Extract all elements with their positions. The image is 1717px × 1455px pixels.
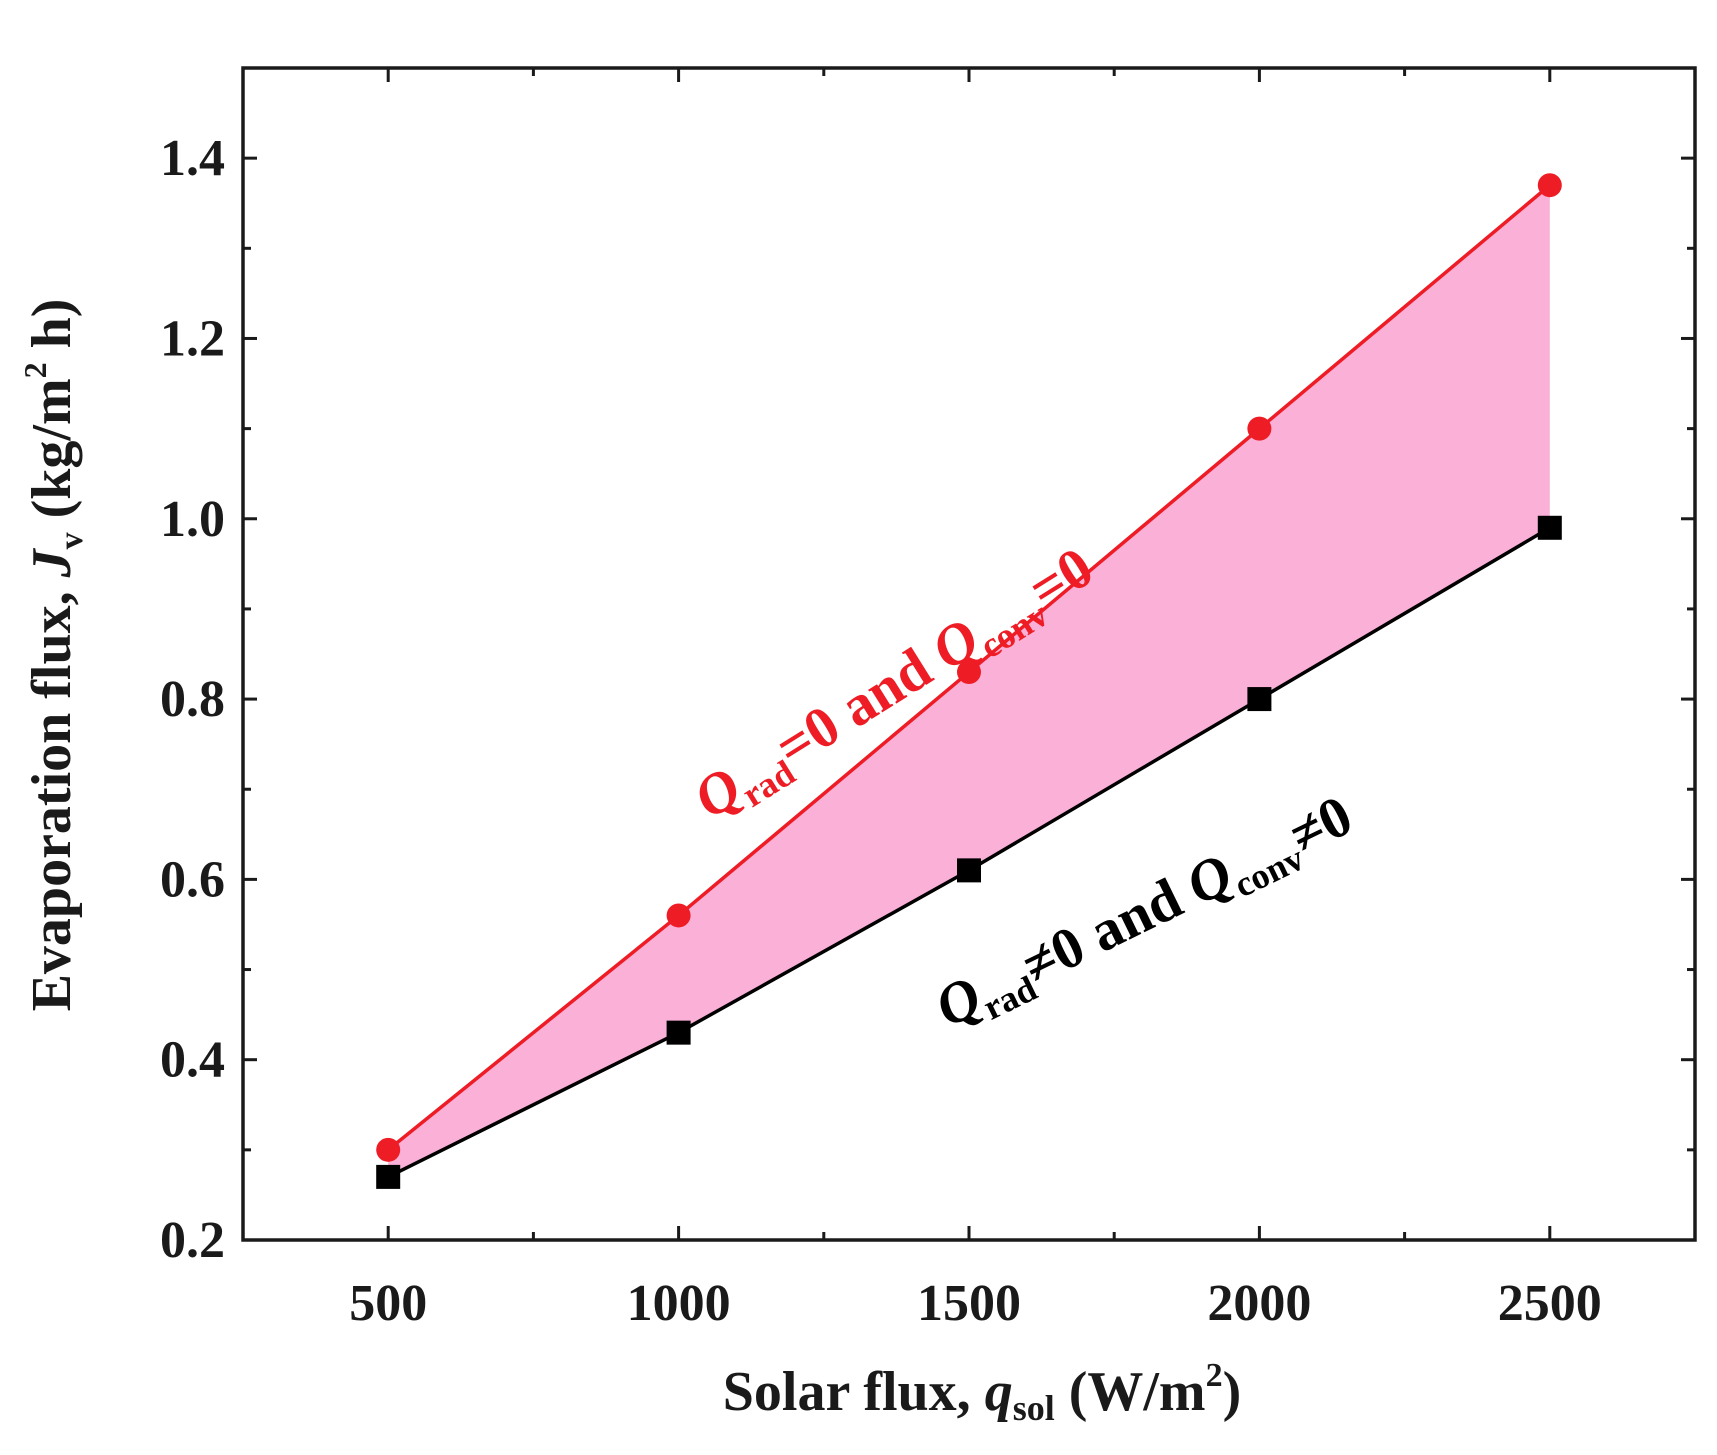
- y-tick-label: 0.6: [160, 851, 225, 908]
- x-tick-label: 1000: [627, 1275, 731, 1332]
- ticks-layer: [241, 66, 1697, 1242]
- series-2-point: [1537, 515, 1562, 540]
- series-2-point: [666, 1020, 691, 1045]
- markers-layer: [376, 173, 1562, 1189]
- x-tick-label: 1500: [917, 1275, 1021, 1332]
- y-tick-label: 1.4: [160, 130, 225, 187]
- y-tick-label: 1.0: [160, 491, 225, 548]
- series-1-point: [376, 1137, 401, 1162]
- series-1-point: [1247, 416, 1272, 441]
- y-tick-label: 0.8: [160, 671, 225, 728]
- series-1-point: [957, 660, 981, 685]
- x-axis-title: Solar flux, qsol (W/m2): [723, 1357, 1241, 1428]
- series-1-point: [1537, 173, 1562, 198]
- y-axis-title: Evaporation flux, Jv (kg/m2 h): [17, 299, 90, 1012]
- x-tick-label: 2000: [1207, 1275, 1311, 1332]
- x-tick-label: 500: [349, 1275, 427, 1332]
- series-2-point: [376, 1164, 401, 1189]
- y-tick-label: 0.2: [160, 1212, 225, 1269]
- series-1-point: [666, 903, 691, 928]
- series-2-point: [957, 858, 981, 883]
- series-2-point: [1247, 687, 1272, 712]
- y-tick-label: 1.2: [160, 310, 225, 367]
- labels-layer: 500 1000 1500 2000 2500 0.2 0.4 0.6 0.8 1.0 1.2 1.4: [160, 130, 1602, 1332]
- y-tick-label: 0.4: [160, 1032, 225, 1089]
- x-tick-label: 2500: [1498, 1275, 1602, 1332]
